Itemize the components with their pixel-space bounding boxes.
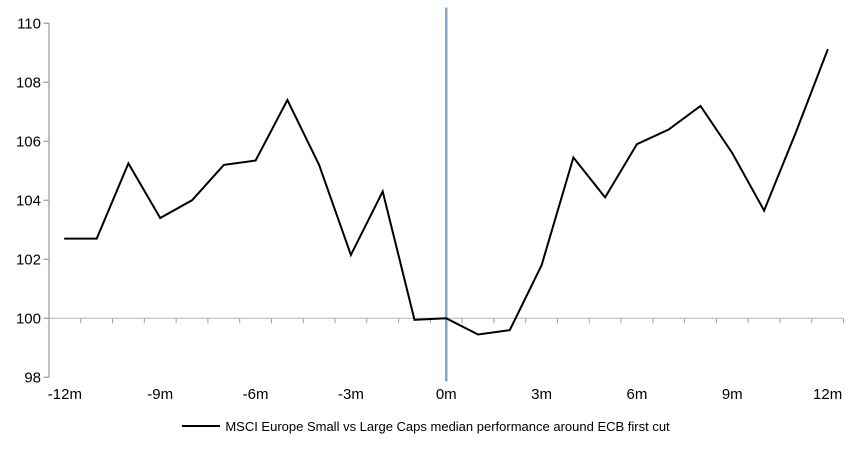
x-tick-label: -12m [48,386,82,403]
x-tick-label: -9m [147,386,173,403]
y-tick-label: 106 [16,134,41,151]
x-tick-label: -6m [243,386,269,403]
legend-line-swatch [182,425,221,427]
x-tick-label: 3m [531,386,552,403]
y-tick-label: 102 [16,252,41,269]
x-tick-label: 6m [627,386,648,403]
x-tick-label: 0m [436,386,457,403]
x-tick-label: 12m [813,386,842,403]
y-tick-label: 100 [16,311,41,328]
chart-legend: MSCI Europe Small vs Large Caps median p… [0,418,852,434]
y-tick-label: 104 [16,193,41,210]
x-tick-label: 9m [722,386,743,403]
legend-label: MSCI Europe Small vs Large Caps median p… [225,418,670,434]
y-tick-label: 98 [24,370,41,387]
y-tick-label: 110 [17,16,41,33]
y-tick-label: 108 [16,75,41,92]
performance-line [63,48,829,336]
x-tick-label: -3m [338,386,364,403]
